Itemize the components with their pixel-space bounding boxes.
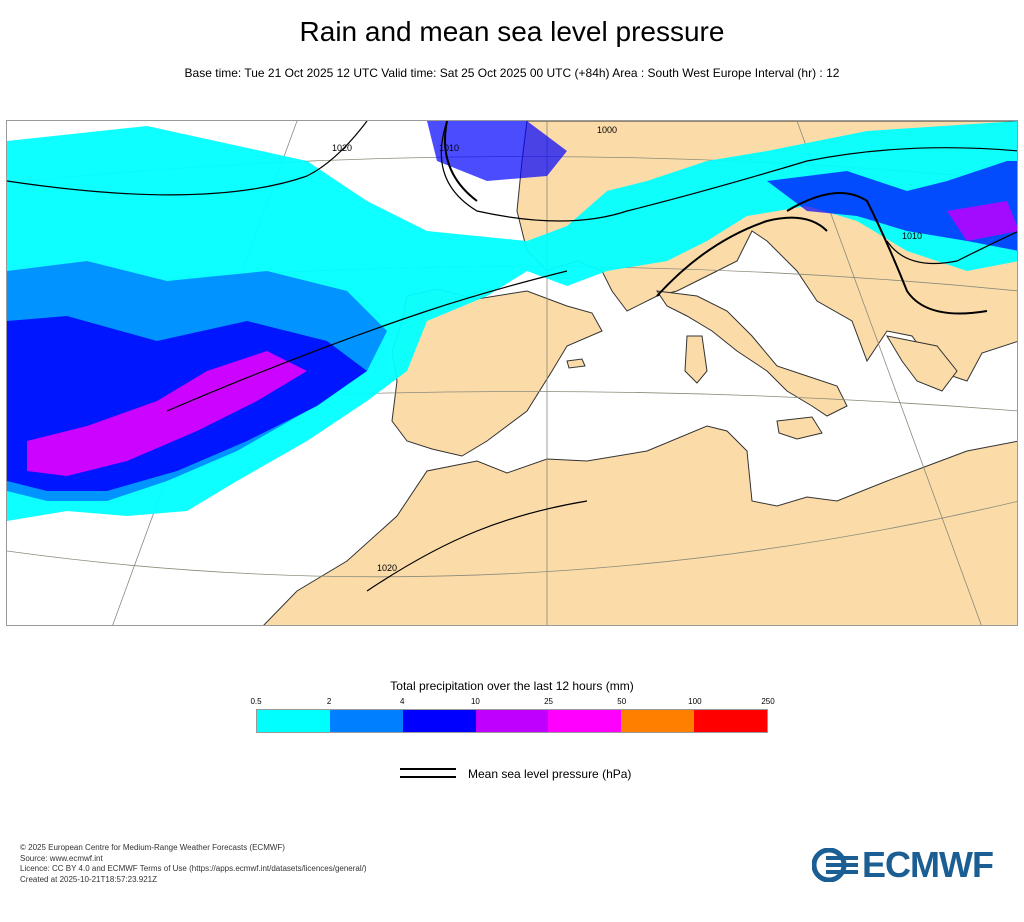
legend-tick-label: 0.5 — [250, 697, 262, 706]
legend-title: Total precipitation over the last 12 hou… — [390, 679, 634, 693]
sicily-island — [776, 416, 823, 440]
isobar-labels: 1000 1010 1020 1010 1020 — [332, 125, 922, 573]
licence-text: Licence: CC BY 4.0 and ECMWF Terms of Us… — [20, 864, 367, 873]
balearic-islands — [566, 358, 586, 369]
chart-subtitle: Base time: Tue 21 Oct 2025 12 UTC Valid … — [184, 66, 840, 80]
legend-swatch — [329, 710, 403, 732]
footer: © 2025 European Centre for Medium-Range … — [20, 843, 367, 885]
ecmwf-logo: ECMWF — [812, 844, 1008, 885]
iberia-landmass — [391, 288, 603, 457]
north-africa-landmass — [263, 425, 1017, 625]
legend-swatch — [548, 710, 622, 732]
isobar-label-1020-north: 1020 — [332, 143, 352, 153]
ecmwf-logo-icon — [812, 848, 858, 882]
ecmwf-logo-text: ECMWF — [862, 844, 994, 885]
legend-tick-label: 25 — [544, 697, 554, 706]
precip-blue-east — [767, 161, 1017, 251]
legend-swatch — [402, 710, 476, 732]
legend-tick-label: 10 — [470, 697, 480, 706]
weather-map[interactable]: 1000 1010 1020 1010 1020 — [6, 120, 1018, 626]
greece-landmass — [885, 335, 958, 392]
legend-color-bar — [256, 709, 768, 733]
isobar-label-1020-south: 1020 — [377, 563, 397, 573]
isobar-legend-symbol — [400, 768, 456, 778]
precip-north-blue — [427, 121, 567, 181]
isobar-legend-label: Mean sea level pressure (hPa) — [468, 767, 632, 781]
copyright-text: © 2025 European Centre for Medium-Range … — [20, 843, 285, 852]
legend-tick-label: 250 — [761, 697, 775, 706]
source-text: Source: www.ecmwf.int — [20, 853, 103, 863]
map-canvas: 1000 1010 1020 1010 1020 — [7, 121, 1017, 625]
legend-tick-label: 50 — [617, 697, 627, 706]
precipitation-layer — [7, 121, 1017, 521]
precip-purple-spot — [947, 201, 1017, 241]
isobar-label-1010-east: 1010 — [902, 231, 922, 241]
legend-swatch — [694, 710, 768, 732]
isobar-layer — [7, 121, 1017, 592]
created-text: Created at 2025-10-21T18:57:23.921Z — [20, 874, 157, 884]
chart-title: Rain and mean sea level pressure — [299, 16, 725, 47]
legend-swatch — [621, 710, 695, 732]
legend-swatch — [257, 710, 330, 732]
isobar-label-1010-north: 1010 — [439, 143, 459, 153]
legend-swatch — [475, 710, 549, 732]
legend-tick-label: 100 — [688, 697, 702, 706]
sardinia-island — [684, 335, 708, 384]
legend-tick-label: 4 — [400, 697, 405, 706]
legend-tick-label: 2 — [326, 697, 332, 706]
isobar-label-1000: 1000 — [597, 125, 617, 135]
italy-landmass — [655, 290, 848, 417]
